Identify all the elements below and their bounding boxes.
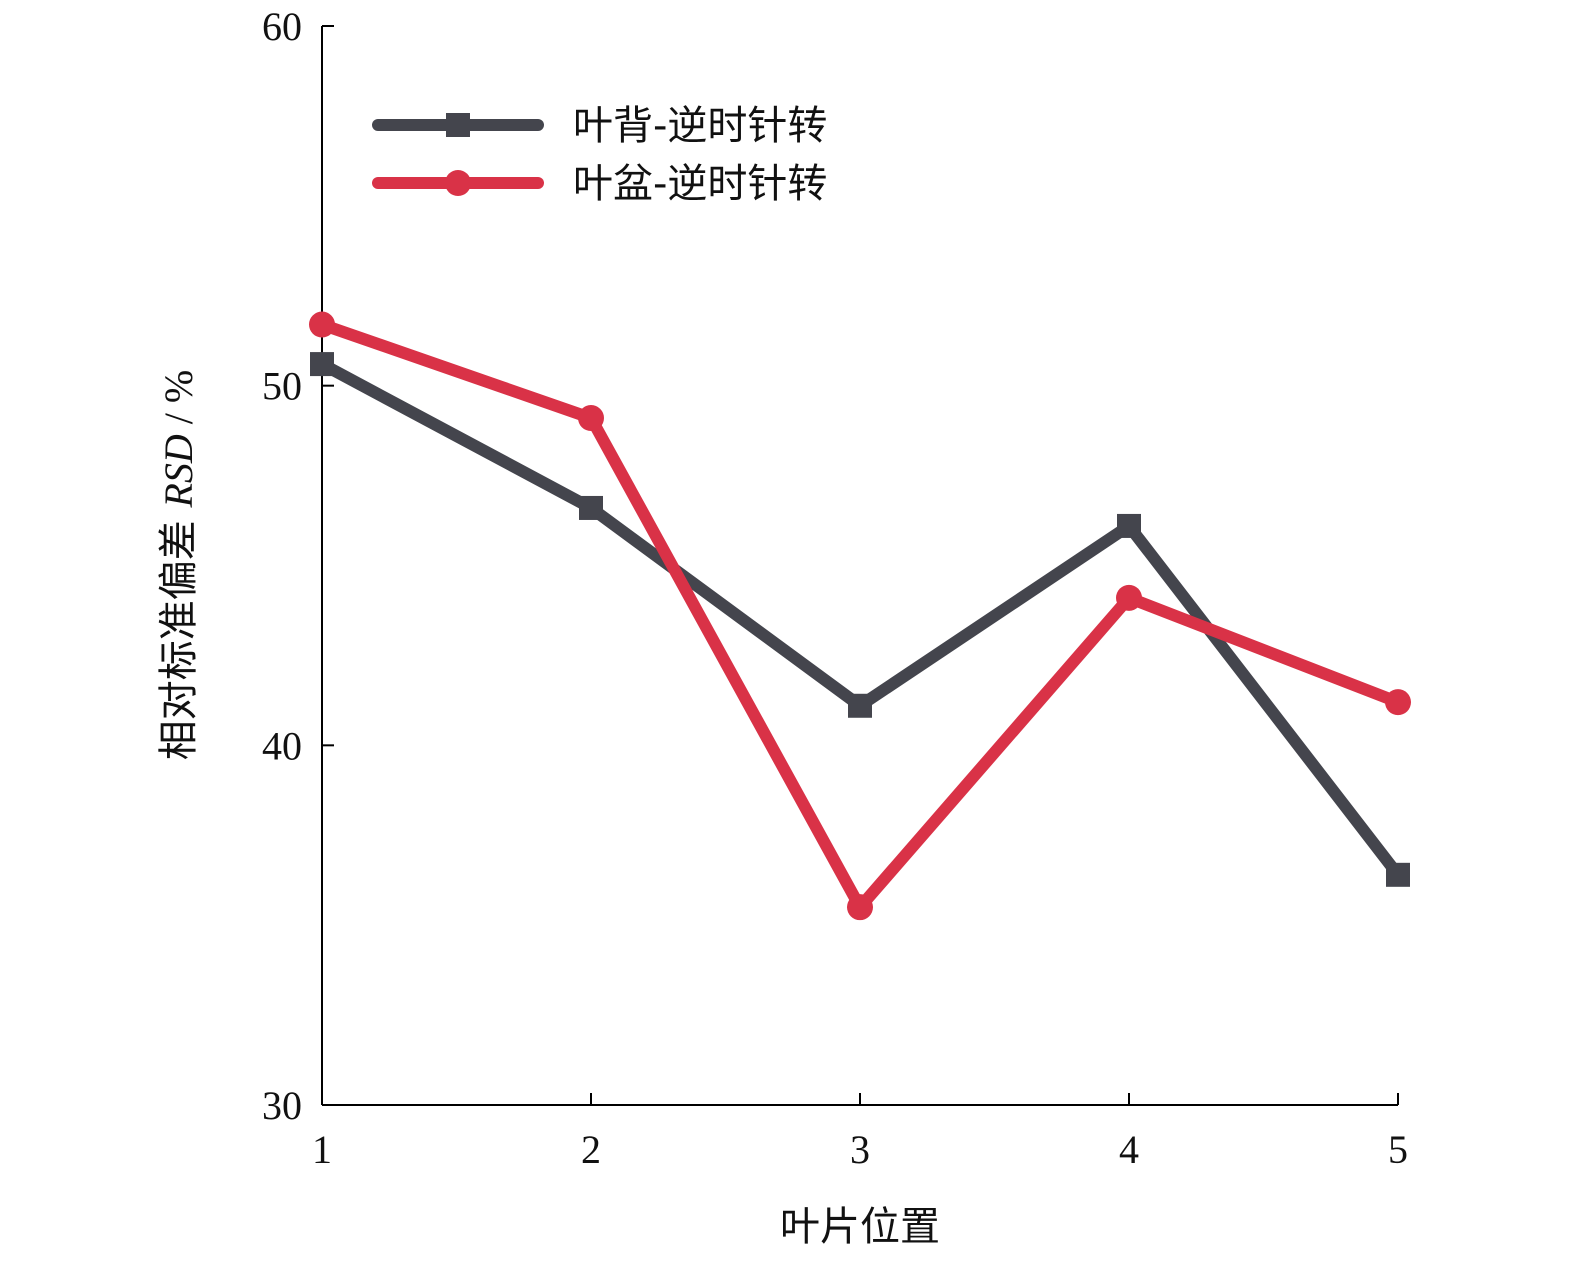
series-1 — [310, 352, 1410, 887]
series-line — [319, 358, 1403, 879]
x-ticks: 1 2 3 4 5 — [312, 1093, 1408, 1172]
y-axis-title: 相对标准偏差 RSD / % — [156, 370, 202, 760]
y-ticks: 30 40 50 60 — [262, 4, 334, 1128]
y-axis-title-suffix: / % — [156, 370, 201, 434]
legend-item: 叶背-逆时针转 — [372, 103, 827, 149]
series-line — [320, 318, 1401, 918]
y-axis-title-italic: RSD — [156, 434, 201, 508]
series-layer — [309, 311, 1411, 921]
data-point — [579, 495, 603, 520]
data-point — [1116, 584, 1142, 611]
data-point — [309, 311, 335, 338]
series-2 — [309, 311, 1411, 921]
x-tick-label: 4 — [1119, 1127, 1139, 1172]
data-point — [848, 693, 872, 718]
data-point — [310, 352, 334, 377]
legend-marker — [445, 170, 471, 196]
x-tick-label: 5 — [1388, 1127, 1408, 1172]
legend-marker — [446, 113, 470, 137]
data-point — [847, 894, 873, 921]
legend-label: 叶背-逆时针转 — [573, 103, 827, 149]
legend-label: 叶盆-逆时针转 — [573, 161, 827, 207]
data-point — [578, 405, 604, 432]
y-tick-label: 50 — [262, 364, 302, 409]
x-axis-title: 叶片位置 — [780, 1204, 940, 1250]
y-tick-label: 40 — [262, 723, 302, 768]
x-tick-label: 1 — [312, 1127, 332, 1172]
data-point — [1386, 862, 1410, 887]
y-tick-label: 60 — [262, 4, 302, 49]
x-tick-label: 3 — [850, 1127, 870, 1172]
data-point — [1385, 689, 1411, 716]
legend-item: 叶盆-逆时针转 — [372, 161, 827, 207]
x-tick-label: 2 — [581, 1127, 601, 1172]
data-point — [1117, 513, 1141, 538]
y-tick-label: 30 — [262, 1083, 302, 1128]
y-axis-title-prefix: 相对标准偏差 — [156, 508, 202, 761]
